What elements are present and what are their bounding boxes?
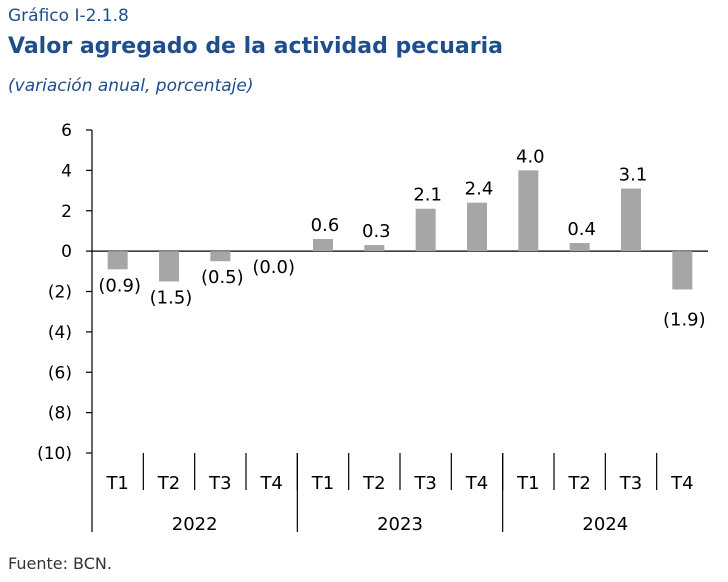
bar: [621, 188, 641, 252]
category-label: T2: [567, 473, 590, 494]
category-label: T1: [105, 473, 128, 494]
bar: [210, 251, 231, 262]
category-label: T3: [208, 473, 231, 494]
data-label: (0.0): [252, 257, 295, 278]
data-label: 0.3: [362, 221, 391, 242]
data-label: 3.1: [619, 165, 648, 186]
group-label: 2022: [172, 514, 218, 535]
y-tick-label: 4: [61, 161, 72, 181]
bar: [159, 251, 179, 282]
bar: [364, 245, 385, 252]
y-tick-label: (2): [48, 283, 72, 303]
bar: [415, 208, 436, 252]
data-label: (0.5): [201, 267, 244, 288]
y-tick-label: 2: [61, 202, 72, 222]
bar: [107, 251, 128, 270]
y-tick-label: (4): [48, 323, 72, 343]
bar: [672, 251, 693, 290]
chart-subtitle: (variación anual, porcentaje): [8, 76, 254, 96]
bar: [313, 239, 333, 252]
data-label: (1.9): [663, 309, 706, 330]
bar: [569, 243, 590, 252]
category-label: T1: [516, 473, 539, 494]
y-tick-label: (6): [48, 363, 72, 383]
y-tick-label: (8): [48, 404, 72, 424]
bar: [518, 170, 539, 252]
category-label: T3: [619, 473, 642, 494]
category-label: T4: [670, 473, 693, 494]
data-label: 4.0: [516, 146, 545, 167]
y-tick-label: 6: [61, 121, 72, 141]
group-label: 2024: [582, 514, 628, 535]
category-label: T4: [465, 473, 488, 494]
y-tick-label: (10): [37, 444, 72, 464]
data-label: 2.1: [413, 185, 442, 206]
data-label: 2.4: [465, 179, 494, 200]
category-label: T3: [413, 473, 436, 494]
chart-label: Gráfico I-2.1.8: [8, 6, 129, 26]
group-label: 2023: [377, 514, 423, 535]
data-label: 0.6: [311, 215, 340, 236]
data-label: 0.4: [567, 219, 596, 240]
bar: [467, 202, 487, 252]
source-note: Fuente: BCN.: [8, 554, 112, 573]
y-tick-label: 0: [61, 242, 72, 262]
chart-title: Valor agregado de la actividad pecuaria: [8, 34, 503, 59]
data-label: (0.9): [98, 275, 141, 296]
data-label: (1.5): [150, 287, 193, 308]
category-label: T1: [311, 473, 334, 494]
category-label: T2: [157, 473, 180, 494]
category-label: T2: [362, 473, 385, 494]
category-label: T4: [259, 473, 282, 494]
